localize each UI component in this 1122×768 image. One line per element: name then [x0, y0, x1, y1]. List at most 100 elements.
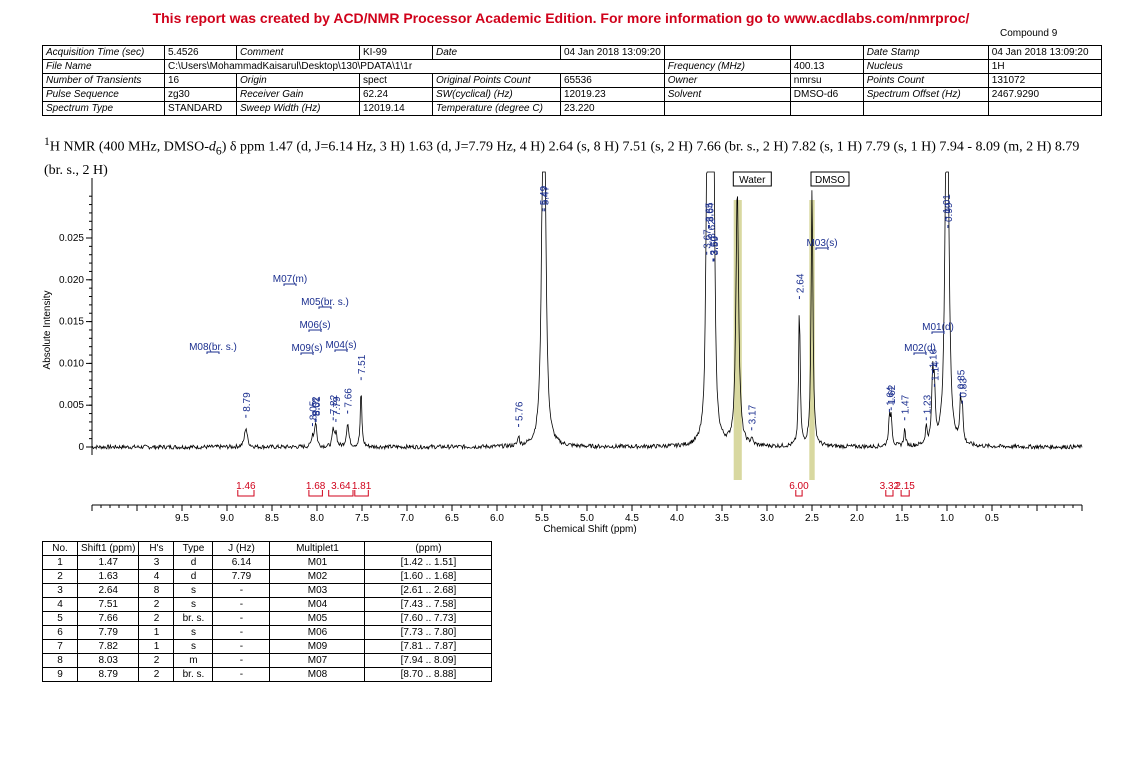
peak-label: 3.60 [709, 236, 720, 256]
table-cell: 2 [138, 667, 175, 682]
report-banner: This report was created by ACD/NMR Proce… [152, 10, 970, 26]
peak-table-header: J (Hz) [212, 541, 271, 556]
peak-label: 1.62 [887, 384, 898, 404]
y-tick-label: 0.010 [59, 358, 84, 369]
table-row: 5 7.66 2 br. s. - M05 [7.60 .. 7.73] [42, 611, 493, 626]
peak-label: 2.64 [795, 273, 806, 293]
x-tick-label: 6.5 [445, 513, 459, 524]
table-cell: M08 [269, 667, 366, 682]
table-cell: 2 [42, 569, 78, 584]
multiplet-bracket [318, 306, 332, 309]
param-cell: Temperature (degree C) [432, 101, 561, 116]
table-row: 7 7.82 1 s - M09 [7.81 .. 7.87] [42, 639, 493, 654]
table-cell: M05 [269, 611, 366, 626]
table-cell: 6.14 [212, 555, 271, 570]
multiplet-bracket [283, 283, 297, 286]
solvent-label-box [810, 171, 850, 187]
multiplet-label: M04(s) [325, 340, 356, 351]
peak-label: 7.79 [332, 396, 343, 416]
table-cell: - [212, 611, 271, 626]
x-tick-label: 2.5 [805, 513, 819, 524]
x-tick-label: 1.0 [940, 513, 954, 524]
table-cell: m [173, 653, 214, 668]
multiplet-label: M08(br. s.) [189, 342, 237, 353]
peak-table: No. Shift1 (ppm) H's Type J (Hz) Multiplet1 (p… [42, 541, 493, 682]
integral-bracket [354, 490, 369, 497]
peak-label: 1.01 [942, 194, 953, 214]
y-tick-label: 0.015 [59, 317, 84, 328]
peak-label: 8.02 [311, 396, 322, 416]
multiplet-bracket [308, 329, 322, 332]
table-cell: 3 [42, 583, 78, 598]
integral-value: 1.81 [352, 481, 372, 492]
peak-label: 1.47 [901, 394, 912, 414]
param-row: Spectrum Type STANDARD Sweep Width (Hz) 120… [42, 101, 1102, 116]
peak-label: 7.66 [344, 388, 355, 408]
integral-bracket [795, 490, 803, 497]
table-cell: 8 [42, 653, 78, 668]
table-cell: 1.47 [76, 555, 140, 570]
multiplet-bracket [206, 351, 220, 354]
table-cell: [7.81 .. 7.87] [364, 639, 493, 654]
integral-bracket [237, 490, 255, 497]
peak-label: 5.49 [539, 185, 550, 205]
y-tick-label: 0 [78, 442, 84, 453]
peak-label: 7.82 [329, 394, 340, 414]
table-cell: M06 [269, 625, 366, 640]
param-row: Pulse Sequence zg30 Receiver Gain 62.24 SW(c… [42, 87, 1102, 102]
table-cell: 7.82 [76, 639, 140, 654]
solvent-label-box [732, 171, 772, 187]
x-tick-label: 5.0 [580, 513, 594, 524]
nmr-text-tail: ) δ ppm 1.47 (d, J=6.14 Hz, 3 H) 1.63 (d… [44, 139, 1080, 179]
table-cell: - [212, 653, 271, 668]
table-cell: - [212, 667, 271, 682]
multiplet-label: M06(s) [299, 320, 330, 331]
x-tick-label: 7.0 [400, 513, 414, 524]
x-tick-label: 9.5 [175, 513, 189, 524]
y-tick-label: 0.005 [59, 400, 84, 411]
table-cell: 5 [42, 611, 78, 626]
table-cell: 9 [42, 667, 78, 682]
integral-value: 1.46 [236, 481, 256, 492]
peak-label: 0.99 [944, 202, 955, 222]
table-cell: M01 [269, 555, 366, 570]
table-cell: br. s. [173, 667, 214, 682]
x-tick-label: 1.5 [895, 513, 909, 524]
multiplet-label: M07(m) [273, 274, 307, 285]
multiplet-label: M05(br. s.) [301, 297, 349, 308]
nmr-spectrum-chart: 0 0.005 0.010 0.015 0.020 0.025 Absolute Inten… [42, 171, 1083, 535]
y-tick-label: 0.025 [59, 233, 84, 244]
table-cell: - [212, 597, 271, 612]
table-cell: s [173, 597, 214, 612]
table-cell: [1.42 .. 1.51] [364, 555, 493, 570]
table-cell: 1 [138, 625, 175, 640]
nmr-text-main: H NMR (400 MHz, DMSO- [49, 139, 209, 155]
peak-table-header: Type [173, 541, 214, 556]
peak-label: 8.05 [309, 400, 320, 420]
table-row: 4 7.51 2 s - M04 [7.43 .. 7.58] [42, 597, 493, 612]
multiplet-bracket [815, 247, 829, 250]
integral-bracket [308, 490, 323, 497]
table-cell: br. s. [173, 611, 214, 626]
x-tick-label: 0.5 [985, 513, 999, 524]
table-cell: 7.51 [76, 597, 140, 612]
x-tick-label: 4.5 [625, 513, 639, 524]
table-cell: - [212, 583, 271, 598]
dmso-band [809, 200, 815, 480]
param-cell: 12019.14 [359, 101, 433, 116]
nmr-sup: 1 [44, 135, 50, 148]
peak-table-header: H's [138, 541, 175, 556]
x-tick-label: 5.5 [535, 513, 549, 524]
multiplet-bracket [334, 349, 348, 352]
multiplet-bracket [931, 331, 945, 334]
table-cell: 1 [138, 639, 175, 654]
table-cell: M07 [269, 653, 366, 668]
peak-label: 3.67 [703, 229, 714, 249]
peak-table-header: Multiplet1 [269, 541, 366, 556]
peak-label: 1.16 [929, 348, 940, 368]
x-tick-label: 2.0 [850, 513, 864, 524]
param-cell: Sweep Width (Hz) [236, 101, 360, 116]
x-tick-label: 6.0 [490, 513, 504, 524]
peak-label: 8.79 [242, 392, 253, 412]
integral-value: 3.32 [880, 481, 900, 492]
